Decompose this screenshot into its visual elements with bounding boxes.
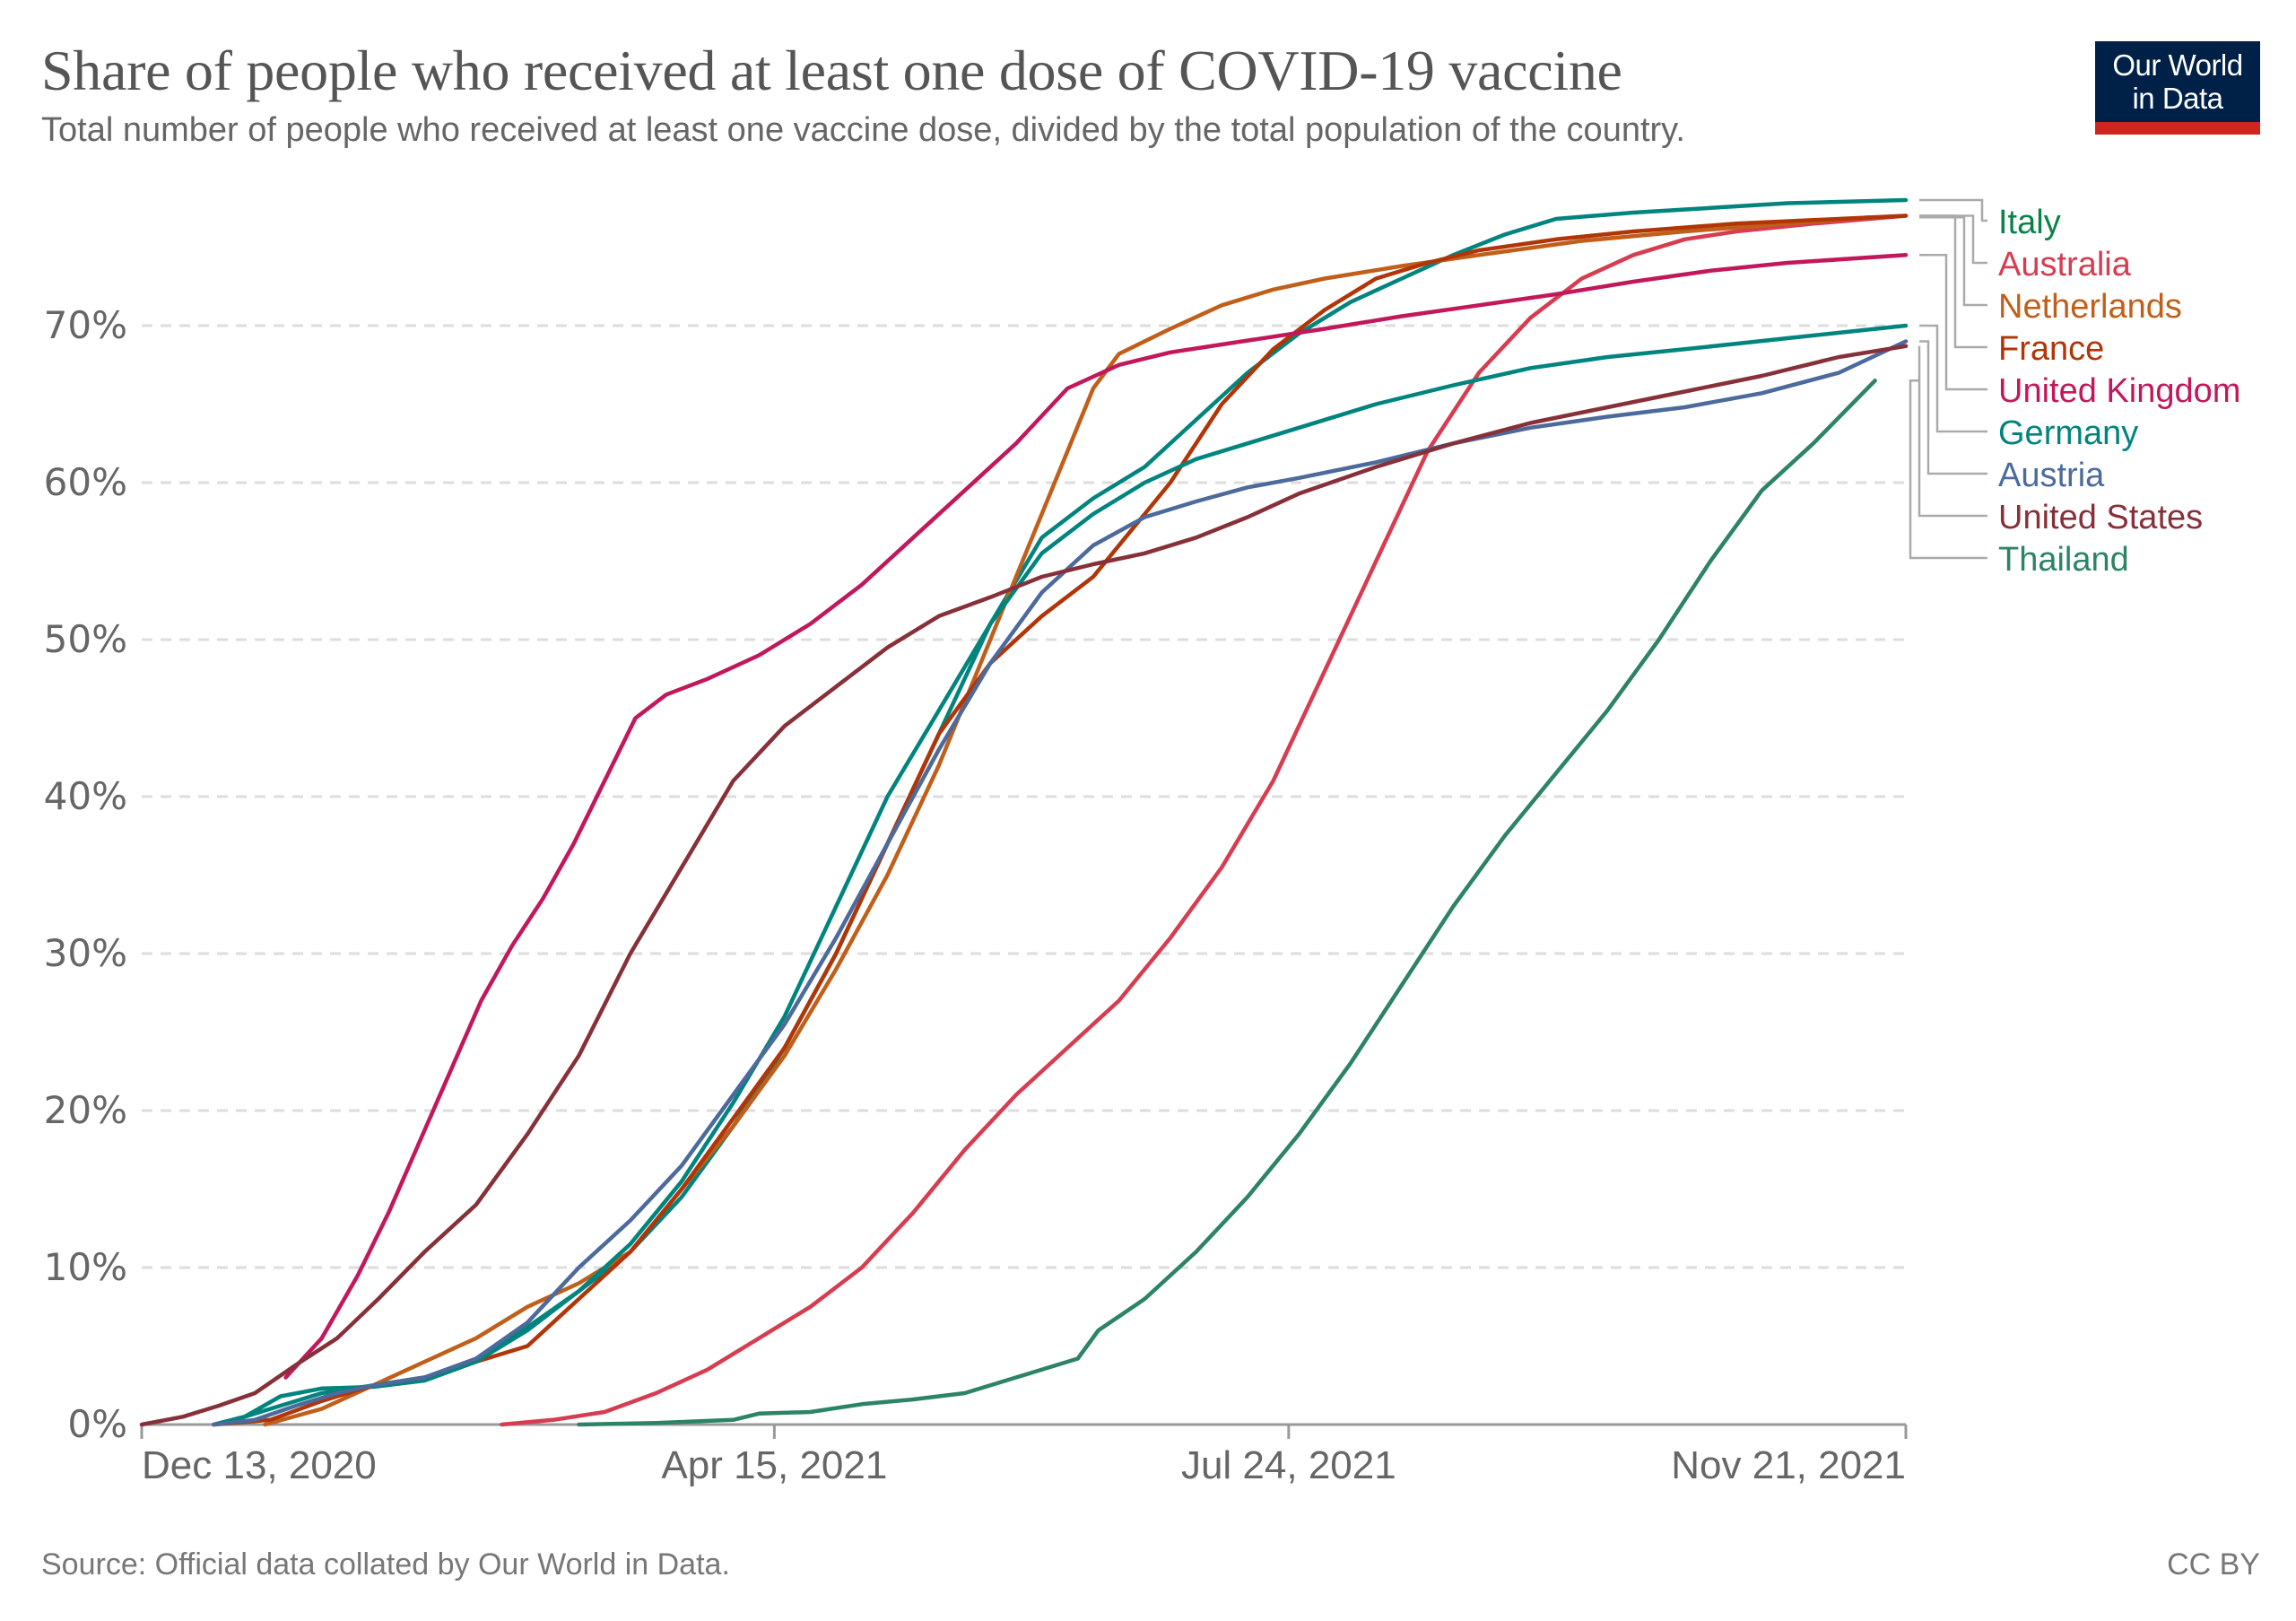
chart-title: Share of people who received at least on… <box>41 39 1622 102</box>
y-tick-label: 70% <box>44 303 127 347</box>
y-tick-label: 40% <box>44 774 127 818</box>
series-line-australia[interactable] <box>500 214 1909 1427</box>
logo-line-2: in Data <box>2132 82 2223 115</box>
gridlines <box>142 324 1906 1269</box>
logo-accent-bar <box>2095 122 2260 135</box>
legend-connector <box>1919 216 1987 307</box>
legend-label-australia[interactable]: Australia <box>1998 246 2132 283</box>
y-axis: 0% 10% 20% 30% 40% 50% 60% 70% <box>44 303 127 1446</box>
x-axis: Dec 13, 2020 Apr 15, 2021 Jul 24, 2021 Nov … <box>140 1423 1908 1487</box>
legend-connector <box>1909 379 1987 560</box>
legend-connector <box>1919 324 1987 433</box>
logo-text: Our World in Data <box>2095 48 2260 115</box>
legend-label-austria[interactable]: Austria <box>1998 457 2105 494</box>
series-line-germany[interactable] <box>212 323 1909 1427</box>
legend-label-united-kingdom[interactable]: United Kingdom <box>1998 372 2240 410</box>
legend-label-netherlands[interactable]: Netherlands <box>1998 288 2182 326</box>
chart-subtitle: Total number of people who received at l… <box>41 111 1685 149</box>
x-tick-label: Dec 13, 2020 <box>142 1443 377 1487</box>
legend-connector <box>1919 214 1987 349</box>
series-line-netherlands[interactable] <box>263 215 1873 1427</box>
y-tick-label: 50% <box>44 617 127 661</box>
legend-label-france[interactable]: France <box>1998 330 2104 368</box>
y-tick-label: 60% <box>44 460 127 504</box>
y-tick-label: 20% <box>44 1088 127 1132</box>
series-lines <box>139 197 1909 1427</box>
y-tick-label: 0% <box>67 1402 127 1446</box>
series-line-united-states[interactable] <box>139 344 1909 1427</box>
series-line-united-kingdom[interactable] <box>283 253 1909 1380</box>
legend-connector <box>1919 198 1987 222</box>
owid-logo[interactable]: Our World in Data <box>2095 41 2260 135</box>
x-tick-label: Jul 24, 2021 <box>1181 1443 1396 1487</box>
series-line-thailand[interactable] <box>577 379 1877 1427</box>
x-tick-label: Nov 21, 2021 <box>1671 1443 1906 1487</box>
legend-label-italy[interactable]: Italy <box>1998 204 2061 241</box>
license-link[interactable]: CC BY <box>2167 1547 2260 1582</box>
series-line-austria[interactable] <box>212 339 1909 1427</box>
legend: Italy Australia Netherlands France United Ki… <box>1909 198 2240 579</box>
legend-label-thailand[interactable]: Thailand <box>1998 541 2129 579</box>
y-tick-label: 30% <box>44 931 127 975</box>
x-tick-label: Apr 15, 2021 <box>661 1443 887 1487</box>
logo-line-1: Our World <box>2112 48 2243 82</box>
y-tick-label: 10% <box>44 1245 127 1289</box>
legend-connector <box>1919 254 1987 391</box>
legend-connector <box>1919 340 1987 475</box>
source-note: Source: Official data collated by Our Wo… <box>41 1547 730 1582</box>
legend-label-united-states[interactable]: United States <box>1998 499 2203 536</box>
series-line-italy[interactable] <box>212 197 1909 1427</box>
legend-label-germany[interactable]: Germany <box>1998 414 2138 452</box>
legend-connector <box>1918 345 1987 518</box>
